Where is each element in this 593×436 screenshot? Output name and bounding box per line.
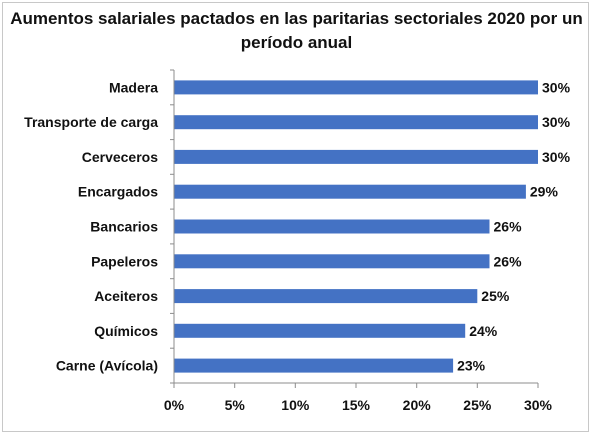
value-label-0: 30% (542, 79, 571, 95)
x-tick-label-5: 25% (463, 397, 492, 413)
value-label-2: 30% (542, 149, 571, 165)
value-label-7: 24% (469, 323, 498, 339)
x-tick-label-0: 0% (164, 397, 185, 413)
x-ticks-group: 0% 5% 10% 15% 20% 25% 30% (164, 383, 553, 413)
value-label-8: 23% (457, 358, 486, 374)
value-label-4: 26% (494, 219, 523, 235)
bar-5 (174, 254, 490, 269)
value-labels-group: 30% 30% 30% 29% 26% 26% 25% 24% 23% (457, 79, 570, 373)
value-label-5: 26% (494, 253, 523, 269)
x-tick-label-2: 10% (281, 397, 310, 413)
value-label-6: 25% (481, 288, 510, 304)
bars-group (174, 80, 538, 373)
x-tick-label-3: 15% (342, 397, 371, 413)
bar-6 (174, 289, 478, 304)
category-label-7: Químicos (94, 323, 158, 339)
bar-2 (174, 149, 538, 164)
x-tick-label-1: 5% (225, 397, 246, 413)
category-label-8: Carne (Avícola) (56, 358, 158, 374)
bar-7 (174, 323, 466, 338)
chart-title-line-1: Aumentos salariales pactados en las pari… (10, 9, 583, 28)
category-label-6: Aceiteros (94, 288, 158, 304)
x-tick-label-4: 20% (403, 397, 432, 413)
x-tick-label-6: 30% (524, 397, 553, 413)
category-label-3: Encargados (78, 184, 158, 200)
value-label-3: 29% (530, 184, 559, 200)
category-label-1: Transporte de carga (24, 114, 158, 130)
category-label-5: Papeleros (91, 253, 158, 269)
bar-3 (174, 184, 526, 199)
bar-1 (174, 115, 538, 130)
bar-0 (174, 80, 538, 95)
chart-title-line-2: período anual (240, 33, 353, 52)
category-label-0: Madera (109, 79, 158, 95)
value-label-1: 30% (542, 114, 571, 130)
category-label-2: Cerveceros (82, 149, 158, 165)
chart-title: Aumentos salariales pactados en las pari… (0, 7, 593, 55)
bar-8 (174, 358, 454, 373)
category-labels-group: Madera Transporte de carga Cerveceros Encar… (24, 79, 158, 373)
category-label-4: Bancarios (90, 219, 158, 235)
bar-4 (174, 219, 490, 234)
